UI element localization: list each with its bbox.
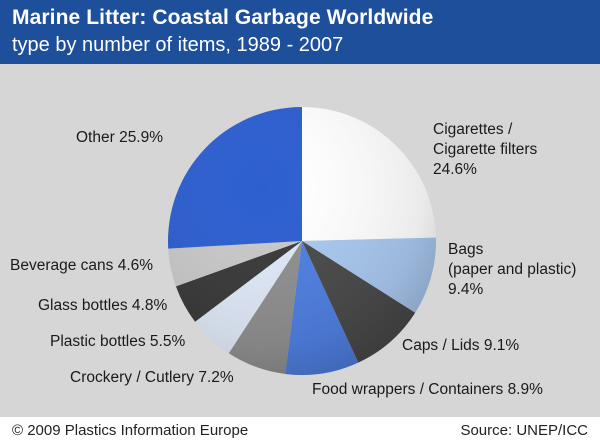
slice-label-line: Beverage cans 4.6% bbox=[10, 257, 153, 274]
slice-label: Beverage cans 4.6% bbox=[10, 257, 153, 274]
slice-label-line: Caps / Lids 9.1% bbox=[402, 337, 519, 354]
chart-header: Marine Litter: Coastal Garbage Worldwide… bbox=[0, 0, 600, 64]
slice-label: Caps / Lids 9.1% bbox=[402, 337, 519, 354]
chart-footer: © 2009 Plastics Information Europe Sourc… bbox=[0, 417, 600, 443]
slice-label-line: Food wrappers / Containers 8.9% bbox=[312, 381, 543, 398]
pie-chart: Cigarettes / Cigarette filters 24.6% Bags (p… bbox=[10, 107, 576, 398]
plot-area: Cigarettes / Cigarette filters 24.6% Bags (p… bbox=[0, 64, 600, 417]
chart-subtitle: type by number of items, 1989 - 2007 bbox=[12, 34, 344, 56]
slice-label-line: Other 25.9% bbox=[76, 129, 163, 146]
pie-slice bbox=[167, 107, 302, 249]
slice-label-line: Bags bbox=[448, 241, 484, 258]
pie-slice bbox=[302, 107, 436, 241]
chart-title: Marine Litter: Coastal Garbage Worldwide bbox=[12, 6, 434, 29]
slice-label: Cigarettes / Cigarette filters 24.6% bbox=[433, 121, 537, 178]
source-text: Source: UNEP/ICC bbox=[460, 422, 588, 439]
slice-label-line: Cigarettes / bbox=[433, 121, 513, 138]
slice-label-line: Cigarette filters bbox=[433, 141, 537, 158]
slice-label: Other 25.9% bbox=[76, 129, 163, 146]
slice-label: Crockery / Cutlery 7.2% bbox=[70, 369, 234, 386]
slice-label-line: 24.6% bbox=[433, 161, 477, 178]
slice-label-line: Glass bottles 4.8% bbox=[38, 297, 167, 314]
slice-label: Food wrappers / Containers 8.9% bbox=[312, 381, 543, 398]
slice-label-line: Crockery / Cutlery 7.2% bbox=[70, 369, 234, 386]
slice-label: Plastic bottles 5.5% bbox=[50, 333, 185, 350]
copyright-text: © 2009 Plastics Information Europe bbox=[12, 422, 249, 439]
slice-label-line: Plastic bottles 5.5% bbox=[50, 333, 185, 350]
slice-label: Glass bottles 4.8% bbox=[38, 297, 167, 314]
slice-label-line: 9.4% bbox=[448, 281, 484, 298]
slice-label-line: (paper and plastic) bbox=[448, 261, 576, 278]
slice-label: Bags (paper and plastic) 9.4% bbox=[448, 241, 576, 298]
